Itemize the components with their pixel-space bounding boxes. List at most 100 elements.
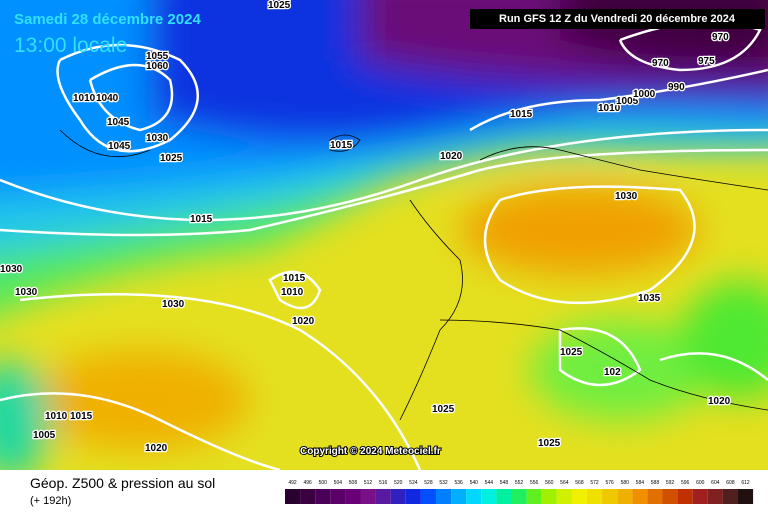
scale-label: 528 — [424, 480, 433, 486]
scale-label: 544 — [485, 480, 494, 486]
scale-swatch — [677, 489, 693, 504]
scale-label: 564 — [560, 480, 569, 486]
scale-swatch — [707, 489, 723, 504]
isobar-label: 1025 — [432, 404, 455, 415]
scale-swatch — [315, 489, 331, 504]
scale-swatch — [420, 489, 436, 504]
scale-label: 600 — [696, 480, 705, 486]
scale-swatch — [722, 489, 738, 504]
scale-label: 608 — [726, 480, 735, 486]
scale-label: 592 — [666, 480, 675, 486]
isobar-label: 1020 — [292, 316, 315, 327]
isobar-label: 1045 — [107, 117, 130, 128]
forecast-date: Samedi 28 décembre 2024 — [14, 11, 201, 28]
isobar-label: 1025 — [538, 438, 561, 449]
forecast-time: 13:00 locale — [14, 34, 127, 57]
scale-swatch — [511, 489, 527, 504]
isobar-label: 1000 — [633, 89, 656, 100]
isobar-label: 1010 — [281, 287, 304, 298]
isobar-label: 1030 — [162, 299, 185, 310]
scale-swatch — [360, 489, 376, 504]
scale-swatch — [662, 489, 678, 504]
scale-label: 548 — [500, 480, 509, 486]
isobar-label: 1010 — [45, 411, 68, 422]
scale-label: 500 — [319, 480, 328, 486]
scale-label: 588 — [651, 480, 660, 486]
isobar-label: 1040 — [96, 93, 119, 104]
scale-swatch — [285, 489, 301, 504]
isobar-label: 1020 — [145, 443, 168, 454]
scale-swatch — [390, 489, 406, 504]
scale-label: 504 — [334, 480, 343, 486]
isobar-label: 970 — [652, 58, 669, 69]
isobar-label: 1010 — [73, 93, 96, 104]
scale-swatch — [602, 489, 618, 504]
scale-swatch — [466, 489, 482, 504]
isobar-label: 1025 — [560, 347, 583, 358]
scale-swatch — [587, 489, 603, 504]
isobar-label: 1025 — [268, 0, 291, 11]
isobar-label: 1030 — [615, 191, 638, 202]
scale-swatch — [571, 489, 587, 504]
scale-label: 596 — [681, 480, 690, 486]
isobar-label: 1025 — [160, 153, 183, 164]
copyright: Copyright © 2024 Meteociel.fr — [300, 446, 441, 457]
isobar-label: 1005 — [616, 96, 639, 107]
scale-swatch — [617, 489, 633, 504]
scale-swatch — [405, 489, 421, 504]
isobar-label: 1020 — [708, 396, 731, 407]
scale-label: 584 — [636, 480, 645, 486]
isobar-label: 1020 — [440, 151, 463, 162]
isobar-label: 975 — [698, 56, 715, 67]
scale-label: 556 — [530, 480, 539, 486]
scale-label: 540 — [470, 480, 479, 486]
scale-label: 508 — [349, 480, 358, 486]
scale-swatch — [496, 489, 512, 504]
legend-title: Géop. Z500 & pression au sol — [30, 475, 215, 491]
scale-swatch — [556, 489, 572, 504]
isobar-label: 1030 — [0, 264, 23, 275]
scale-label: 516 — [379, 480, 388, 486]
scale-swatch — [481, 489, 497, 504]
scale-label: 524 — [409, 480, 418, 486]
isobar-label: 1005 — [33, 430, 56, 441]
scale-label: 496 — [303, 480, 312, 486]
run-box — [470, 9, 765, 29]
scale-swatch — [345, 489, 361, 504]
isobar-label: 1015 — [283, 273, 306, 284]
scale-label: 568 — [575, 480, 584, 486]
isobar-label: 1030 — [15, 287, 38, 298]
isobar-label: 1010 — [598, 103, 621, 114]
scale-label: 580 — [621, 480, 630, 486]
scale-swatch — [451, 489, 467, 504]
scale-label: 572 — [590, 480, 599, 486]
isobar-label: 990 — [668, 82, 685, 93]
scale-swatch — [632, 489, 648, 504]
isobar-label: 102 — [604, 367, 621, 378]
scale-label: 604 — [711, 480, 720, 486]
scale-swatch — [436, 489, 452, 504]
isobar-label: 1015 — [510, 109, 533, 120]
isobar-label: 1015 — [330, 140, 353, 151]
isobar-label: 1045 — [108, 141, 131, 152]
scale-swatch — [647, 489, 663, 504]
scale-swatch — [330, 489, 346, 504]
isobar-label: 1035 — [638, 293, 661, 304]
isobar-label: 1015 — [190, 214, 213, 225]
scale-swatch — [526, 489, 542, 504]
scale-swatch — [738, 489, 754, 504]
legend-subtitle: (+ 192h) — [30, 495, 71, 507]
scale-label: 536 — [454, 480, 463, 486]
field — [0, 0, 768, 470]
scale-label: 612 — [741, 480, 750, 486]
scale-label: 520 — [394, 480, 403, 486]
scale-label: 532 — [439, 480, 448, 486]
scale-label: 576 — [605, 480, 614, 486]
scale-swatch — [375, 489, 391, 504]
scale-label: 492 — [288, 480, 297, 486]
scale-swatch — [541, 489, 557, 504]
scale-swatch — [300, 489, 316, 504]
scale-label: 552 — [515, 480, 524, 486]
isobar-label: 1055 — [146, 51, 169, 62]
